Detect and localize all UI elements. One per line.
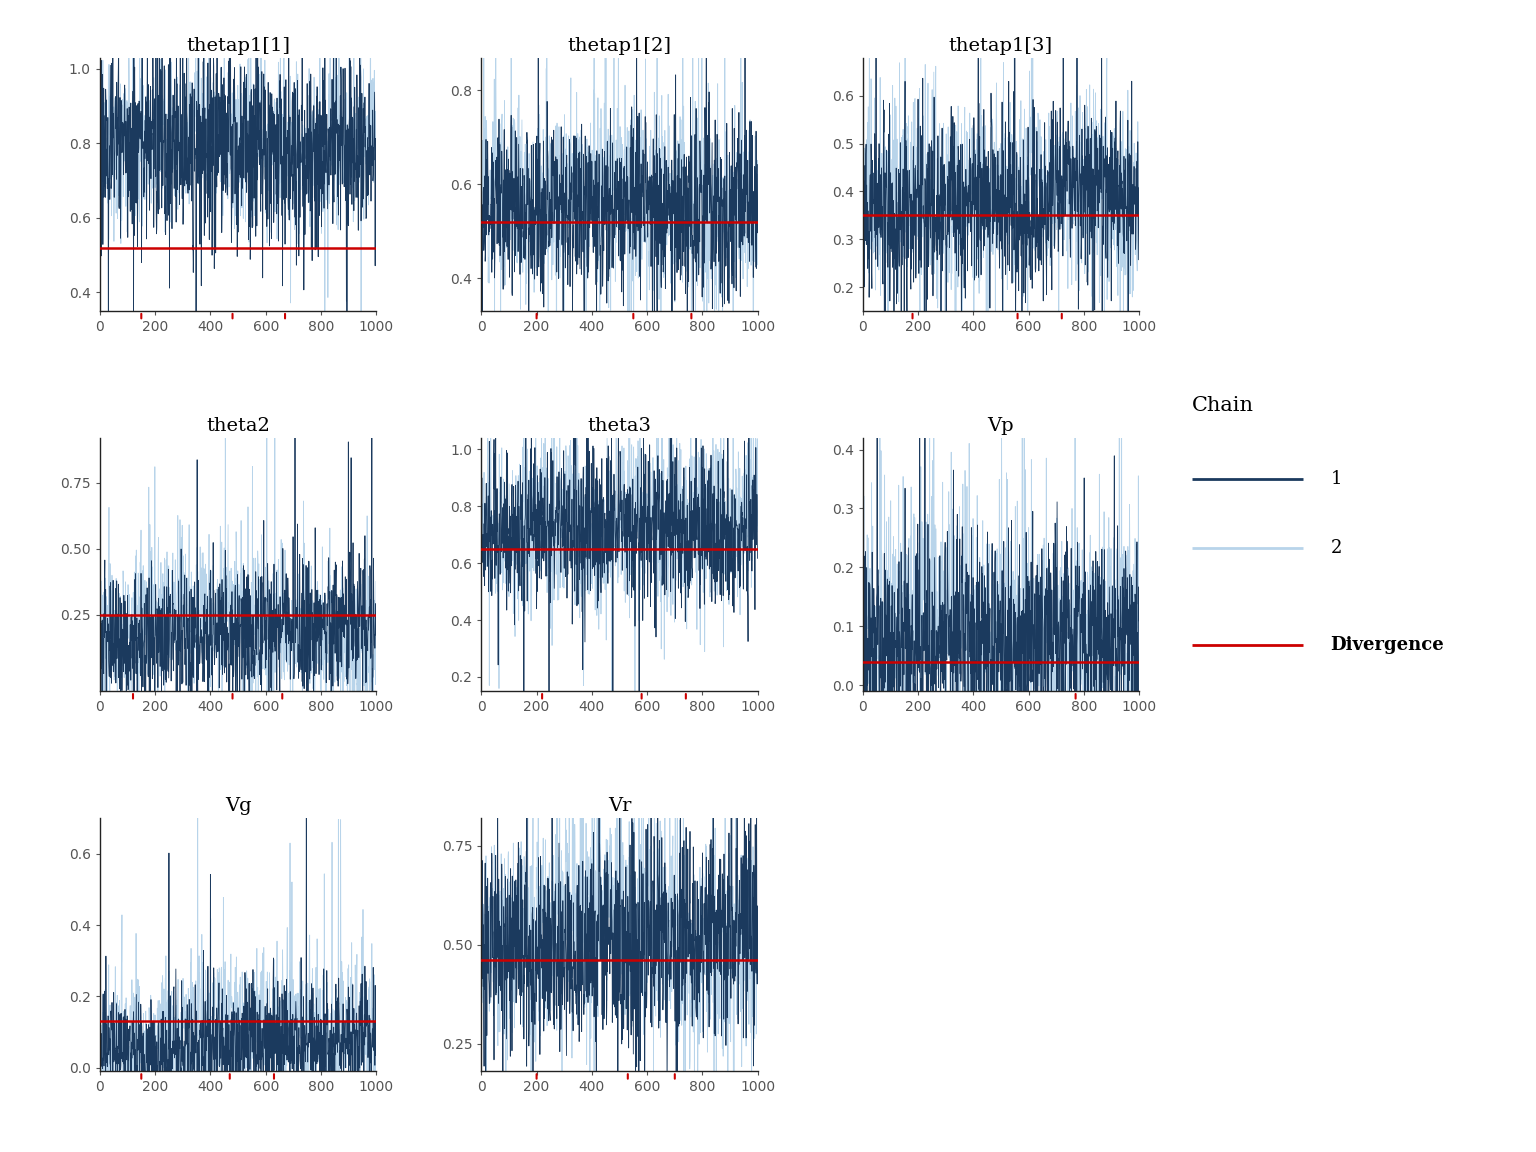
Title: Vp: Vp (988, 417, 1014, 434)
Text: 2: 2 (1330, 539, 1342, 558)
Text: Divergence: Divergence (1330, 636, 1444, 654)
Title: Vg: Vg (224, 797, 252, 814)
Text: 1: 1 (1330, 470, 1342, 488)
Title: Vr: Vr (608, 797, 631, 814)
Title: theta2: theta2 (206, 417, 270, 434)
Title: thetap1[1]: thetap1[1] (186, 37, 290, 54)
Text: Chain: Chain (1192, 396, 1253, 415)
Title: thetap1[2]: thetap1[2] (567, 37, 671, 54)
Title: theta3: theta3 (587, 417, 651, 434)
Title: thetap1[3]: thetap1[3] (949, 37, 1054, 54)
